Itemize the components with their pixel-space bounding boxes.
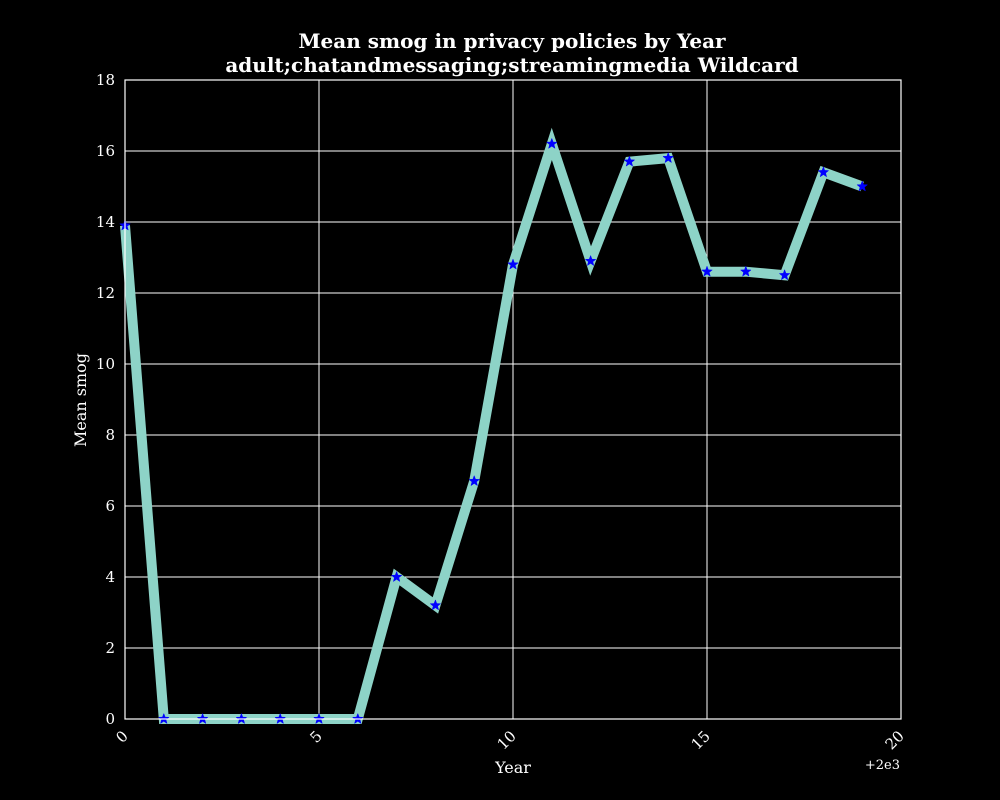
data-point xyxy=(701,265,713,277)
data-point xyxy=(739,265,752,277)
x-tick-label: 5 xyxy=(306,727,325,746)
x-tick-label: 15 xyxy=(688,727,714,753)
data-point xyxy=(623,155,636,167)
y-tick-label: 18 xyxy=(96,71,115,89)
y-tick-label: 14 xyxy=(96,213,115,231)
y-tick-label: 6 xyxy=(105,497,115,515)
data-point xyxy=(429,599,442,611)
y-tick-label: 0 xyxy=(105,710,115,728)
series-line xyxy=(120,127,864,724)
series-smog xyxy=(119,127,869,725)
x-axis-label: Year xyxy=(494,758,531,777)
data-point xyxy=(856,180,869,192)
data-point xyxy=(778,269,791,281)
y-tick-label: 8 xyxy=(105,426,115,444)
grid xyxy=(124,79,902,720)
y-tick-label: 2 xyxy=(105,639,115,657)
x-tick-label: 10 xyxy=(494,727,520,753)
data-point xyxy=(545,137,558,149)
data-point xyxy=(817,166,830,178)
x-tick-label: 0 xyxy=(112,727,131,746)
y-axis-label: Mean smog xyxy=(71,353,90,447)
y-tick-label: 12 xyxy=(96,284,115,302)
data-point xyxy=(662,151,675,164)
data-point xyxy=(468,474,481,487)
axis-ticks: 0 2 4 6 8 10 12 14 16 18 0 5 10 15 20 xyxy=(96,71,908,753)
data-point xyxy=(390,570,403,583)
x-offset-label: +2e3 xyxy=(865,758,900,773)
chart-title: Mean smog in privacy policies by Year xyxy=(298,29,726,53)
y-tick-label: 4 xyxy=(105,568,115,586)
data-point xyxy=(507,258,519,270)
y-tick-label: 16 xyxy=(96,142,115,160)
plot-frame xyxy=(124,79,902,720)
y-tick-label: 10 xyxy=(96,355,115,373)
data-point xyxy=(584,254,597,267)
chart-subtitle: adult;chatandmessaging;streamingmedia Wi… xyxy=(225,53,798,77)
x-tick-label: 20 xyxy=(882,727,908,753)
